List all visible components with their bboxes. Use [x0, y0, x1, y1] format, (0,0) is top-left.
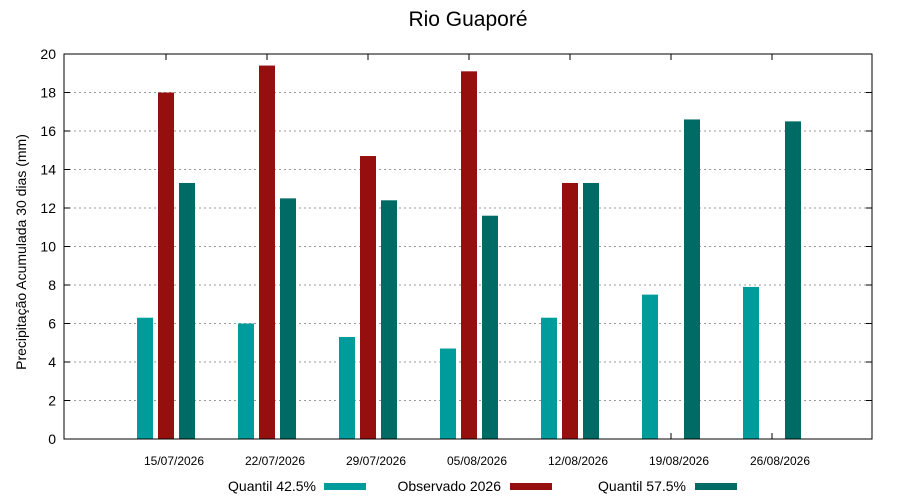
y-tick-label: 12 [40, 200, 56, 216]
y-tick-label: 8 [48, 277, 56, 293]
x-tick-label: 29/07/2026 [346, 454, 406, 468]
bar-quantil-42-5- [339, 336, 355, 439]
x-tick-label: 26/08/2026 [750, 454, 810, 468]
bar-observado-2026 [360, 156, 376, 439]
bar-observado-2026 [562, 182, 578, 439]
bar-quantil-42-5- [743, 286, 759, 439]
legend-swatch [510, 483, 552, 490]
x-tick-label: 22/07/2026 [245, 454, 305, 468]
bar-quantil-42-5- [642, 294, 658, 439]
x-tick-label: 15/07/2026 [144, 454, 204, 468]
bar-quantil-42-5- [137, 317, 153, 439]
y-tick-label: 6 [48, 316, 56, 332]
y-tick-label: 18 [40, 85, 56, 101]
y-axis-label: Precipitação Acumulada 30 dias (mm) [13, 134, 29, 370]
y-tick-label: 14 [40, 162, 56, 178]
bar-quantil-57-5- [583, 182, 599, 439]
bar-quantil-57-5- [684, 119, 700, 439]
legend-swatch [324, 483, 366, 490]
x-axis: 15/07/2026 22/07/2026 29/07/2026 05/08/2026… [144, 54, 810, 468]
bar-quantil-57-5- [280, 198, 296, 439]
bar-quantil-57-5- [482, 215, 498, 439]
bar-quantil-42-5- [541, 317, 557, 439]
y-tick-label: 0 [48, 431, 56, 447]
legend: Quantil 42.5% Observado 2026 Quantil 57.5% [228, 478, 737, 494]
y-tick-label: 16 [40, 123, 56, 139]
y-axis: 0 2 4 6 8 10 12 14 16 18 20 [40, 46, 872, 447]
bar-quantil-57-5- [179, 182, 195, 439]
plot-frame [63, 53, 873, 440]
legend-label: Quantil 57.5% [598, 478, 686, 494]
bar-quantil-57-5- [785, 121, 801, 439]
bars [137, 65, 801, 440]
y-tick-label: 4 [48, 354, 56, 370]
bar-quantil-42-5- [440, 348, 456, 439]
bar-quantil-57-5- [381, 200, 397, 439]
bar-quantil-42-5- [238, 323, 254, 439]
x-tick-label: 19/08/2026 [649, 454, 709, 468]
legend-label: Quantil 42.5% [228, 478, 316, 494]
legend-label: Observado 2026 [397, 478, 501, 494]
bar-observado-2026 [461, 71, 477, 439]
y-tick-label: 10 [40, 239, 56, 255]
x-tick-label: 12/08/2026 [548, 454, 608, 468]
bar-observado-2026 [259, 65, 275, 440]
y-tick-label: 2 [48, 393, 56, 409]
x-tick-label: 05/08/2026 [447, 454, 507, 468]
bar-observado-2026 [158, 92, 174, 439]
chart-title: Rio Guaporé [408, 8, 527, 31]
legend-swatch [695, 483, 737, 490]
y-tick-label: 20 [40, 46, 56, 62]
